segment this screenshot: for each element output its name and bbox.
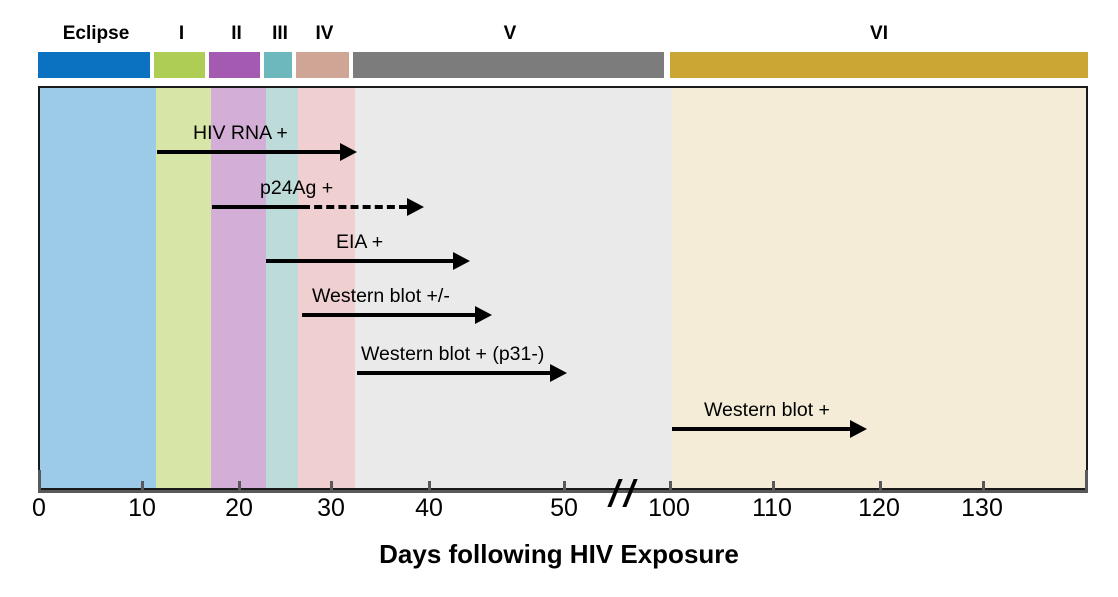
stage-swatch-vi (670, 52, 1088, 78)
x-tick-mark-0 (38, 481, 41, 493)
x-tick-mark-40 (428, 481, 431, 493)
x-tick-mark-10 (141, 481, 144, 493)
plot-band-i (156, 88, 211, 488)
x-tick-mark-20 (238, 481, 241, 493)
stage-swatch-iii (264, 52, 292, 78)
plot-band-v (355, 88, 672, 488)
stage-swatch-iv (296, 52, 349, 78)
stage-label-ii: II (231, 23, 242, 44)
plot-band-eclipse (40, 88, 156, 488)
x-tick-mark-50 (563, 481, 566, 493)
marker-label: Western blot +/- (312, 285, 450, 307)
x-tick-label-30: 30 (317, 494, 345, 522)
stage-label-v: V (503, 23, 517, 44)
stage-label-vi: VI (870, 23, 888, 44)
marker-line-solid (212, 205, 302, 209)
marker-label: Western blot + (704, 399, 830, 421)
plot-band-ii (211, 88, 266, 488)
x-tick-mark-120 (879, 481, 882, 493)
stage-label-iv: IV (315, 23, 334, 44)
x-tick-label-100: 100 (648, 494, 690, 522)
marker-line (157, 150, 340, 154)
marker-label: EIA + (336, 231, 384, 253)
x-tick-label-120: 120 (858, 494, 900, 522)
x-axis-right-cap (1085, 470, 1088, 493)
marker-line (357, 371, 550, 375)
x-tick-label-20: 20 (225, 494, 253, 522)
stage-label-eclipse: Eclipse (62, 23, 130, 44)
plot-area: HIV RNA + p24Ag + EIA + Western blot +/-… (38, 86, 1088, 490)
x-tick-label-110: 110 (752, 494, 792, 522)
stage-swatch-v (353, 52, 664, 78)
stage-swatch-ii (209, 52, 260, 78)
x-tick-label-130: 130 (961, 494, 1003, 522)
stage-label-iii: III (272, 23, 288, 44)
marker-line-dashed (302, 205, 407, 209)
marker-label: HIV RNA + (193, 122, 288, 144)
stage-label-i: I (178, 23, 185, 44)
x-tick-mark-100 (669, 481, 672, 493)
marker-arrowhead (453, 252, 470, 270)
x-axis-title: Days following HIV Exposure (379, 539, 739, 569)
marker-line (672, 427, 850, 431)
marker-line (302, 313, 475, 317)
marker-arrowhead (340, 143, 357, 161)
x-tick-mark-110 (772, 481, 775, 493)
marker-arrowhead (475, 306, 492, 324)
x-tick-mark-30 (330, 481, 333, 493)
x-tick-label-50: 50 (550, 494, 578, 522)
marker-label: p24Ag + (260, 177, 334, 199)
stage-swatch-eclipse (38, 52, 150, 78)
plot-band-vi (672, 88, 1086, 488)
x-tick-label-10: 10 (128, 494, 156, 522)
x-tick-label-0: 0 (32, 494, 46, 522)
x-tick-label-40: 40 (415, 494, 443, 522)
marker-arrowhead (550, 364, 567, 382)
marker-label: Western blot + (p31-) (361, 343, 545, 365)
stage-swatch-i (154, 52, 205, 78)
plot-band-iii (266, 88, 298, 488)
marker-line (266, 259, 453, 263)
marker-arrowhead (407, 198, 424, 216)
marker-arrowhead (850, 420, 867, 438)
x-tick-mark-130 (982, 481, 985, 493)
